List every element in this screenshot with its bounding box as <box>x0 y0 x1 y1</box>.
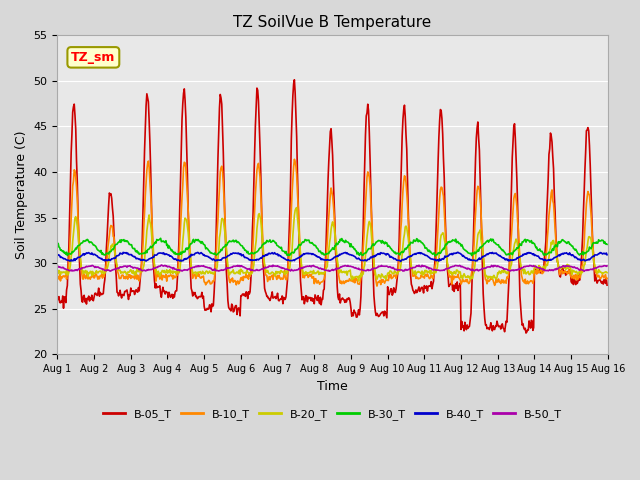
B-50_T <box>580 268 588 274</box>
B-10_T <box>291 156 298 162</box>
Line: B-40_T: B-40_T <box>58 252 607 262</box>
B-40_T <box>400 257 408 263</box>
B-20_T <box>176 268 184 274</box>
B-20_T <box>417 270 424 276</box>
B-30_T <box>416 239 424 244</box>
B-50_T <box>63 267 71 273</box>
Line: B-30_T: B-30_T <box>58 238 607 256</box>
B-30_T <box>63 252 71 258</box>
B-30_T <box>120 237 128 242</box>
B-20_T <box>205 270 212 276</box>
Text: TZ_sm: TZ_sm <box>71 51 116 64</box>
Line: B-50_T: B-50_T <box>58 265 607 271</box>
B-10_T <box>54 275 61 281</box>
B-50_T <box>416 264 424 269</box>
B-05_T <box>400 107 408 113</box>
B-50_T <box>604 263 611 269</box>
B-05_T <box>176 206 184 212</box>
B-50_T <box>205 265 213 271</box>
B-20_T <box>63 271 71 277</box>
B-10_T <box>604 276 611 281</box>
B-40_T <box>397 259 404 264</box>
B-30_T <box>177 250 184 255</box>
B-30_T <box>400 249 408 254</box>
B-05_T <box>205 306 212 312</box>
B-20_T <box>401 231 408 237</box>
B-10_T <box>176 240 184 246</box>
B-05_T <box>291 77 298 83</box>
B-40_T <box>54 252 61 257</box>
B-40_T <box>416 250 424 255</box>
B-20_T <box>54 269 61 275</box>
B-50_T <box>400 267 408 273</box>
Line: B-20_T: B-20_T <box>58 208 607 281</box>
Legend: B-05_T, B-10_T, B-20_T, B-30_T, B-40_T, B-50_T: B-05_T, B-10_T, B-20_T, B-30_T, B-40_T, … <box>99 405 567 424</box>
B-10_T <box>373 283 381 289</box>
B-10_T <box>205 277 212 283</box>
B-20_T <box>604 270 611 276</box>
B-10_T <box>63 272 71 277</box>
Line: B-05_T: B-05_T <box>58 80 607 333</box>
B-20_T <box>293 205 301 211</box>
B-05_T <box>120 293 128 299</box>
B-40_T <box>63 257 71 263</box>
B-05_T <box>604 282 611 288</box>
B-50_T <box>120 263 128 269</box>
Title: TZ SoilVue B Temperature: TZ SoilVue B Temperature <box>234 15 432 30</box>
Line: B-10_T: B-10_T <box>58 159 607 286</box>
B-30_T <box>54 244 61 250</box>
B-50_T <box>177 267 184 273</box>
B-50_T <box>54 264 61 270</box>
B-30_T <box>157 235 164 241</box>
B-05_T <box>63 283 71 288</box>
X-axis label: Time: Time <box>317 380 348 393</box>
Y-axis label: Soil Temperature (C): Soil Temperature (C) <box>15 131 28 259</box>
B-40_T <box>205 254 212 260</box>
B-30_T <box>604 241 611 247</box>
B-40_T <box>176 258 184 264</box>
B-05_T <box>522 330 530 336</box>
B-10_T <box>120 276 128 281</box>
B-20_T <box>120 269 128 275</box>
B-40_T <box>454 250 462 255</box>
B-10_T <box>401 173 408 179</box>
B-40_T <box>604 252 611 258</box>
B-10_T <box>417 275 424 281</box>
B-30_T <box>431 253 439 259</box>
B-30_T <box>205 248 213 254</box>
B-20_T <box>355 278 362 284</box>
B-40_T <box>120 250 128 256</box>
B-05_T <box>416 288 424 294</box>
B-05_T <box>54 296 61 301</box>
B-50_T <box>157 262 165 268</box>
